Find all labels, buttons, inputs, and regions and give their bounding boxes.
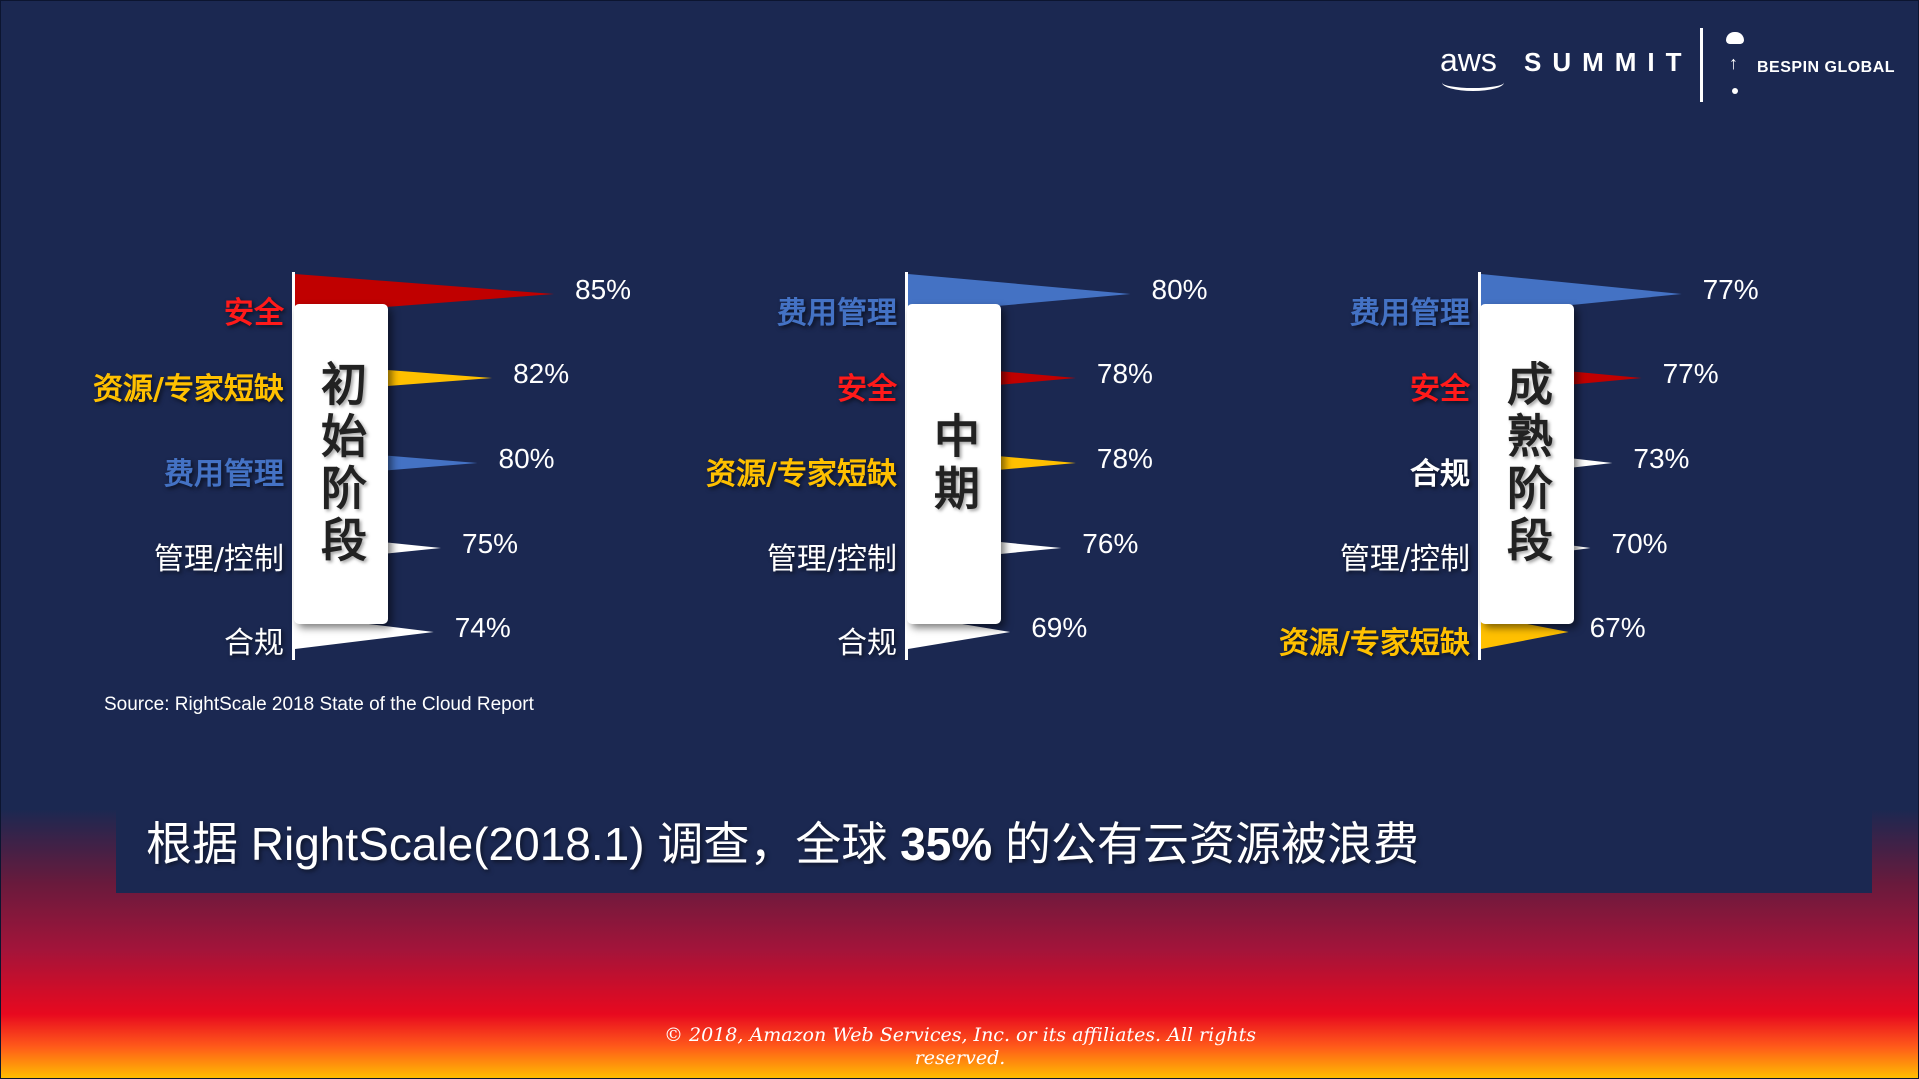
value-label: 73% xyxy=(1633,443,1690,474)
bespin-logo-mark: ↑ xyxy=(1726,30,1746,100)
source-note: Source: RightScale 2018 State of the Clo… xyxy=(104,694,534,715)
chart-group-3: 77% 费用管理 77% 安全 73% 合规 70% 管理/控制 67% 资源/专家短缺 成熟阶段 xyxy=(0,270,1919,670)
category-label: 资源/专家短缺 xyxy=(706,457,897,492)
category-label: 合规 xyxy=(224,626,284,661)
category-label: 管理/控制 xyxy=(766,542,897,577)
chart-axis xyxy=(292,272,295,660)
chart-group-1: 85% 安全 82% 资源/专家短缺 80% 费用管理 75% 管理/控制 74% 合规 初始阶段 xyxy=(0,270,1919,670)
value-label: 78% xyxy=(1096,358,1153,389)
dot-icon xyxy=(1732,88,1738,94)
category-label: 管理/控制 xyxy=(1339,542,1470,577)
logo-divider xyxy=(1700,28,1703,102)
value-label: 77% xyxy=(1702,274,1759,305)
summit-wordmark: SUMMIT xyxy=(1524,47,1693,77)
summary-highlight: 35% xyxy=(900,818,993,870)
value-label: 69% xyxy=(1031,612,1088,643)
summary-suffix: 的公有云资源被浪费 xyxy=(992,818,1419,870)
aws-logo: aws xyxy=(1440,42,1504,91)
aws-smile-icon xyxy=(1442,74,1504,91)
stage-title: 中期 xyxy=(927,412,981,516)
category-label: 费用管理 xyxy=(777,296,897,331)
arrow-up-icon: ↑ xyxy=(1729,53,1738,73)
category-label: 安全 xyxy=(1410,372,1470,407)
stage-card: 成熟阶段 xyxy=(1480,304,1574,624)
stage-title: 成熟阶段 xyxy=(1500,360,1554,568)
category-label: 费用管理 xyxy=(1350,296,1470,331)
chart-axis xyxy=(1478,272,1481,660)
aws-wordmark: aws xyxy=(1440,42,1497,78)
category-label: 安全 xyxy=(837,372,897,407)
value-label: 80% xyxy=(498,443,555,474)
category-label: 合规 xyxy=(1410,457,1470,492)
stage-title: 初始阶段 xyxy=(314,360,368,568)
summary-prefix: 根据 RightScale(2018.1) 调查，全球 xyxy=(146,818,901,870)
stage-card: 初始阶段 xyxy=(294,304,388,624)
copyright-footer: © 2018, Amazon Web Services, Inc. or its… xyxy=(664,1024,1256,1069)
value-label: 75% xyxy=(462,528,519,559)
value-label: 80% xyxy=(1151,274,1208,305)
value-label: 82% xyxy=(513,358,570,389)
summary-text: 根据 RightScale(2018.1) 调查，全球 35% 的公有云资源被浪… xyxy=(146,808,1419,874)
value-label: 85% xyxy=(575,274,632,305)
summary-banner xyxy=(116,795,1872,893)
value-label: 74% xyxy=(454,612,511,643)
stage-card: 中期 xyxy=(907,304,1001,624)
category-label: 管理/控制 xyxy=(153,542,284,577)
category-label: 合规 xyxy=(837,626,897,661)
value-label: 77% xyxy=(1662,358,1719,389)
value-label: 76% xyxy=(1082,528,1139,559)
bespin-global-wordmark: BESPIN GLOBAL xyxy=(1757,59,1896,76)
value-label: 67% xyxy=(1589,612,1646,643)
category-label: 费用管理 xyxy=(164,457,284,492)
value-label: 78% xyxy=(1096,443,1153,474)
value-label: 70% xyxy=(1611,528,1668,559)
chart-axis xyxy=(905,272,908,660)
category-label: 资源/专家短缺 xyxy=(93,372,284,407)
category-label: 安全 xyxy=(224,296,284,331)
cloud-icon xyxy=(1726,32,1744,44)
category-label: 资源/专家短缺 xyxy=(1279,626,1470,661)
chart-group-2: 80% 费用管理 78% 安全 78% 资源/专家短缺 76% 管理/控制 69% 合规 中期 xyxy=(0,270,1919,670)
